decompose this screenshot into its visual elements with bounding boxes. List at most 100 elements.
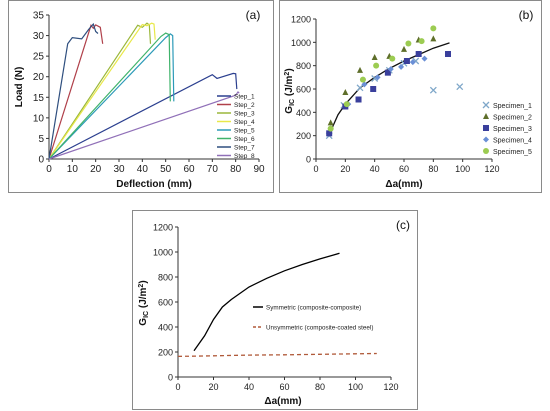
y-tick-label: 35 xyxy=(33,11,45,22)
legend-label-step_2: Step_2 xyxy=(234,102,255,109)
data-point-specimen_3 xyxy=(370,86,377,92)
panel-b: 0 20 40 60 80 100 120 0 200 400 600 800 1000 1200 Δa(m… xyxy=(279,0,542,193)
legend-label-specimen_4: Specimen_4 xyxy=(493,138,532,145)
series-line-symmetric xyxy=(193,252,340,352)
legend-label-specimen_3: Specimen_3 xyxy=(493,126,532,133)
x-tick-label: 40 xyxy=(244,382,254,392)
x-tick-label: 0 xyxy=(313,164,318,174)
legend-label-step_5: Step_5 xyxy=(234,128,255,135)
data-point-specimen_5 xyxy=(359,76,366,83)
panel-c: 0 20 40 60 80 100 120 0 200 400 600 800 1000 1200 Δa(m… xyxy=(132,210,418,410)
legend-label-unsymmetric: Unsymmetric (composite-coated steel) xyxy=(266,325,373,332)
y-tick-label: 800 xyxy=(158,273,173,283)
chart-c: 0 20 40 60 80 100 120020040060080010001200Δa(m… xyxy=(138,218,410,407)
panel-label-c: (c) xyxy=(396,218,410,232)
legend-marker-specimen_5 xyxy=(483,148,489,154)
data-point-specimen_3 xyxy=(415,51,422,57)
legend-label-step_7: Step_7 xyxy=(234,145,255,152)
data-point-specimen_3 xyxy=(403,58,410,64)
data-point-specimen_5 xyxy=(418,38,425,45)
data-point-specimen_5 xyxy=(430,25,437,32)
legend-label-step_1: Step_1 xyxy=(234,94,255,101)
series-line-step_1 xyxy=(48,72,238,160)
data-point-specimen_4 xyxy=(409,59,416,66)
data-point-specimen_1 xyxy=(456,83,464,91)
data-point-specimen_4 xyxy=(361,81,368,88)
x-tick-label: 20 xyxy=(208,382,218,392)
legend-label-step_6: Step_6 xyxy=(234,136,255,143)
y-tick-label: 1200 xyxy=(153,223,173,233)
y-tick-label: 400 xyxy=(296,108,311,118)
series-line-step_7 xyxy=(48,22,99,160)
series-line-step_8 xyxy=(48,90,240,160)
data-point-specimen_3 xyxy=(326,130,333,137)
legend-marker-specimen_1 xyxy=(482,101,490,109)
legend-label-specimen_1: Specimen_1 xyxy=(493,103,532,110)
panel-label-b: (b) xyxy=(519,8,534,22)
x-axis-label: Δa(mm) xyxy=(385,179,422,190)
x-tick-label: 80 xyxy=(315,382,325,392)
y-axis-label: GIC (J/m2) xyxy=(284,68,296,113)
x-tick-label: 50 xyxy=(160,164,172,175)
data-point-specimen_1 xyxy=(429,86,437,94)
series-line-step_2 xyxy=(48,24,104,160)
data-point-specimen_5 xyxy=(405,40,412,47)
x-tick-label: 40 xyxy=(370,164,380,174)
data-point-specimen_5 xyxy=(373,62,380,69)
y-tick-label: 30 xyxy=(33,31,45,42)
data-point-specimen_1 xyxy=(356,84,364,92)
data-point-specimen_2 xyxy=(342,89,349,95)
data-point-specimen_4 xyxy=(398,63,405,70)
y-tick-label: 0 xyxy=(306,155,311,165)
legend-marker-specimen_4 xyxy=(483,136,489,143)
chart-a: 0 10 20 30 40 50 60 70 80 90 0 5 10 15 20 25 30 35 Deflect… xyxy=(14,8,265,190)
legend-label-step_4: Step_4 xyxy=(234,119,255,126)
x-axis-label: Δa(mm) xyxy=(264,396,301,407)
legend-marker-specimen_3 xyxy=(483,125,489,131)
y-tick-label: 20 xyxy=(33,72,45,83)
y-tick-label: 1200 xyxy=(291,15,311,25)
data-point-specimen_2 xyxy=(401,45,407,52)
y-tick-label: 5 xyxy=(38,134,44,145)
series-line-step_6 xyxy=(48,32,171,160)
panel-label-a: (a) xyxy=(246,8,261,22)
trend-line xyxy=(328,42,450,135)
data-point-specimen_5 xyxy=(389,55,396,62)
legend-label-specimen_2: Specimen_2 xyxy=(493,115,532,122)
data-point-specimen_4 xyxy=(421,55,428,62)
legend-label-step_8: Step_8 xyxy=(234,153,255,160)
data-point-specimen_2 xyxy=(430,35,437,42)
data-point-specimen_4 xyxy=(374,74,381,81)
chart-b: 0 20 40 60 80 100 120020040060080010001200Δa(m… xyxy=(284,8,534,190)
series-line-step_4 xyxy=(48,22,156,160)
y-axis-label: GIC (J/m2) xyxy=(138,280,150,325)
y-tick-label: 0 xyxy=(168,373,173,383)
y-tick-label: 400 xyxy=(158,323,173,333)
y-tick-label: 600 xyxy=(296,85,311,95)
legend-label-step_3: Step_3 xyxy=(234,111,255,118)
series-line-unsymmetric xyxy=(177,352,377,358)
data-point-specimen_2 xyxy=(357,66,363,73)
x-tick-label: 80 xyxy=(230,164,242,175)
x-tick-label: 120 xyxy=(484,164,499,174)
y-axis-label: Load (N) xyxy=(14,67,25,108)
data-point-specimen_5 xyxy=(327,125,334,132)
legend-label-symmetric: Symmetric (composite-composite) xyxy=(266,305,361,312)
series-line-step_5 xyxy=(48,33,175,160)
x-tick-label: 30 xyxy=(113,164,125,175)
series-line-step_3 xyxy=(48,22,152,160)
x-tick-label: 90 xyxy=(253,164,265,175)
y-tick-label: 200 xyxy=(158,348,173,358)
data-point-specimen_3 xyxy=(445,51,451,57)
x-tick-label: 0 xyxy=(175,382,180,392)
y-tick-label: 200 xyxy=(296,131,311,141)
x-tick-label: 40 xyxy=(137,164,149,175)
x-axis-label: Deflection (mm) xyxy=(116,179,192,190)
legend-marker-specimen_2 xyxy=(483,113,489,119)
x-tick-label: 120 xyxy=(383,382,398,392)
y-tick-label: 15 xyxy=(33,93,45,104)
x-tick-label: 100 xyxy=(455,164,470,174)
x-tick-label: 80 xyxy=(428,164,438,174)
data-point-specimen_5 xyxy=(343,101,350,108)
y-tick-label: 800 xyxy=(296,61,311,71)
